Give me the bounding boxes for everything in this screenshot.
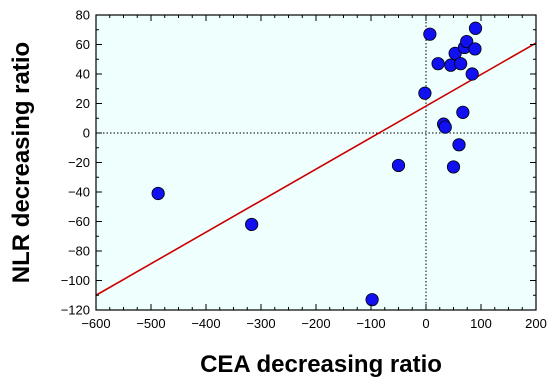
y-tick-label: −40 bbox=[68, 185, 90, 200]
y-tick-label: −100 bbox=[61, 273, 90, 288]
y-axis-title: NLR decreasing ratio bbox=[8, 42, 35, 283]
data-point bbox=[423, 27, 437, 41]
x-tick-label: 0 bbox=[422, 316, 429, 331]
y-tick-label: 40 bbox=[76, 67, 90, 82]
x-axis-title: CEA decreasing ratio bbox=[200, 351, 442, 378]
y-tick-labels: −120 −100 −80 −60 −40 −20 0 20 40 60 80 bbox=[61, 8, 90, 318]
data-point bbox=[418, 86, 432, 100]
data-point bbox=[452, 138, 466, 152]
y-tick-label: −80 bbox=[68, 244, 90, 259]
x-tick-label: −100 bbox=[356, 316, 385, 331]
y-tick-label: 20 bbox=[76, 96, 90, 111]
x-tick-label: −500 bbox=[136, 316, 165, 331]
data-point bbox=[456, 105, 470, 119]
x-tick-label: −600 bbox=[81, 316, 110, 331]
y-tick-label: 60 bbox=[76, 37, 90, 52]
y-tick-label: −60 bbox=[68, 214, 90, 229]
data-point bbox=[151, 186, 165, 201]
data-point bbox=[468, 21, 483, 35]
data-point bbox=[448, 46, 462, 60]
data-point bbox=[365, 293, 379, 307]
data-point bbox=[465, 67, 479, 81]
x-tick-label: 200 bbox=[525, 316, 547, 331]
data-point bbox=[460, 34, 474, 49]
x-tick-label: −300 bbox=[246, 316, 275, 331]
data-point bbox=[245, 217, 259, 232]
x-tick-label: 100 bbox=[470, 316, 492, 331]
x-tick-labels: −600 −500 −400 −300 −200 −100 0 100 200 bbox=[81, 316, 547, 331]
y-tick-label: 80 bbox=[76, 8, 90, 23]
data-points bbox=[151, 21, 483, 307]
regression-line-group bbox=[95, 42, 537, 296]
x-tick-label: −400 bbox=[191, 316, 220, 331]
regression-line bbox=[95, 42, 537, 296]
y-tick-label: −20 bbox=[68, 155, 90, 170]
plot-area bbox=[96, 15, 536, 310]
data-point bbox=[454, 57, 468, 71]
data-point bbox=[446, 160, 461, 174]
axis-ticks bbox=[95, 14, 537, 311]
y-tick-label: −120 bbox=[61, 303, 90, 318]
y-tick-label: 0 bbox=[83, 126, 90, 141]
reference-lines bbox=[96, 15, 536, 310]
data-point bbox=[431, 57, 445, 71]
data-point bbox=[438, 120, 452, 134]
x-tick-label: −200 bbox=[301, 316, 330, 331]
data-point bbox=[391, 158, 406, 173]
data-point bbox=[468, 42, 482, 56]
